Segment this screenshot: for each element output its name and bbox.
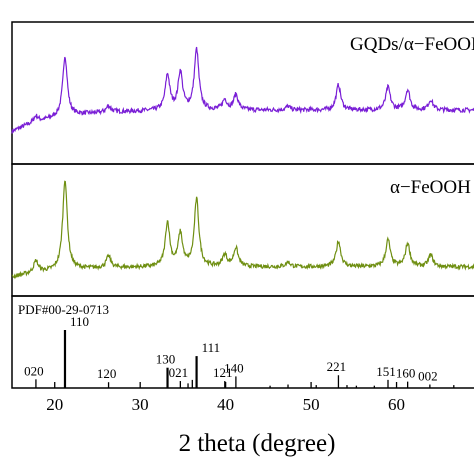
panel-reference-frame xyxy=(11,295,474,389)
x-tick-label: 50 xyxy=(303,395,320,414)
reference-line-label: 121 xyxy=(213,365,233,380)
x-tick-label: 20 xyxy=(46,395,63,414)
reference-line-label: 020 xyxy=(24,363,44,378)
reference-line-label: 002 xyxy=(418,369,438,384)
reference-line-label: 110 xyxy=(70,314,89,329)
reference-line-label: 111 xyxy=(202,340,221,355)
series-line-gqds-feooh xyxy=(11,46,474,134)
x-axis-label: 2 theta (degree) xyxy=(179,430,336,457)
x-tick-label: 60 xyxy=(388,395,405,414)
reference-title: PDF#00-29-0713 xyxy=(18,302,109,317)
x-tick-label: 40 xyxy=(217,395,234,414)
x-tick-label: 30 xyxy=(132,395,149,414)
reference-line-label: 130 xyxy=(156,352,176,367)
series-line-feooh xyxy=(11,180,474,280)
reference-line-label: 120 xyxy=(97,366,117,381)
reference-line-label: 221 xyxy=(327,359,347,374)
reference-line-label: 160 xyxy=(396,366,416,381)
series-label-feooh: α−FeOOH xyxy=(390,177,471,198)
series-label-gqds-feooh: GQDs/α−FeOOH xyxy=(350,34,474,55)
reference-line-label: 140 xyxy=(224,360,244,375)
reference-line-label: 151 xyxy=(376,364,396,379)
x-axis-ticks: 20 30 40 50 60 xyxy=(46,382,405,414)
reference-line-label: 021 xyxy=(169,365,189,380)
